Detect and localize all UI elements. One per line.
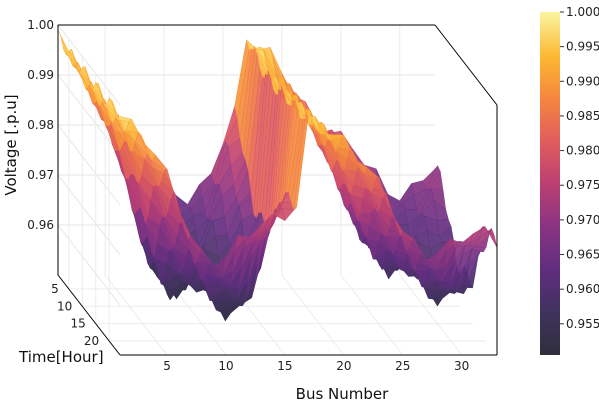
- colorbar-tick-label: 0.955: [566, 317, 599, 331]
- y-axis-label: Time[Hour]: [18, 348, 104, 366]
- surface-mesh: [57, 29, 498, 322]
- x-tick-label: 5: [163, 359, 171, 373]
- z-tick-labels: 0.96 0.97 0.98 0.99 1.00: [27, 18, 54, 232]
- colorbar-tick-label: 0.975: [566, 178, 599, 192]
- y-tick-label: 10: [57, 299, 72, 313]
- colorbar-tick-labels: 0.955 0.960 0.965 0.970 0.975 0.980 0.985 0.990…: [560, 5, 599, 331]
- axes-lines: [57, 24, 498, 356]
- x-tick-label: 15: [277, 359, 292, 373]
- x-tick-label: 25: [395, 359, 410, 373]
- colorbar-tick-label: 1.000: [566, 5, 599, 19]
- x-tick-labels: 5 10 15 20 25 30: [163, 359, 469, 373]
- x-axis-label: Bus Number: [296, 385, 389, 400]
- z-tick-label: 0.96: [27, 218, 54, 232]
- z-axis-label: Voltage [.p.u]: [2, 94, 20, 195]
- y-tick-label: 5: [51, 282, 59, 296]
- x-tick-label: 20: [336, 359, 351, 373]
- colorbar-tick-label: 0.965: [566, 248, 599, 262]
- z-tick-label: 1.00: [27, 18, 54, 32]
- colorbar: 0.955 0.960 0.965 0.970 0.975 0.980 0.985 0.990…: [540, 5, 599, 355]
- y-tick-label: 20: [84, 334, 99, 348]
- x-tick-label: 30: [454, 359, 469, 373]
- colorbar-tick-label: 0.970: [566, 213, 599, 227]
- colorbar-tick-label: 0.995: [566, 40, 599, 54]
- colorbar-tick-label: 0.960: [566, 282, 599, 296]
- y-tick-label: 15: [70, 317, 85, 331]
- z-tick-label: 0.97: [27, 168, 54, 182]
- colorbar-tick-label: 0.980: [566, 144, 599, 158]
- colorbar-tick-label: 0.990: [566, 74, 599, 88]
- z-tick-label: 0.99: [27, 68, 54, 82]
- z-tick-label: 0.98: [27, 118, 54, 132]
- colorbar-tick-label: 0.985: [566, 109, 599, 123]
- x-tick-label: 10: [218, 359, 233, 373]
- colorbar-scale: [540, 12, 560, 355]
- y-tick-labels: 5 10 15 20: [51, 282, 99, 348]
